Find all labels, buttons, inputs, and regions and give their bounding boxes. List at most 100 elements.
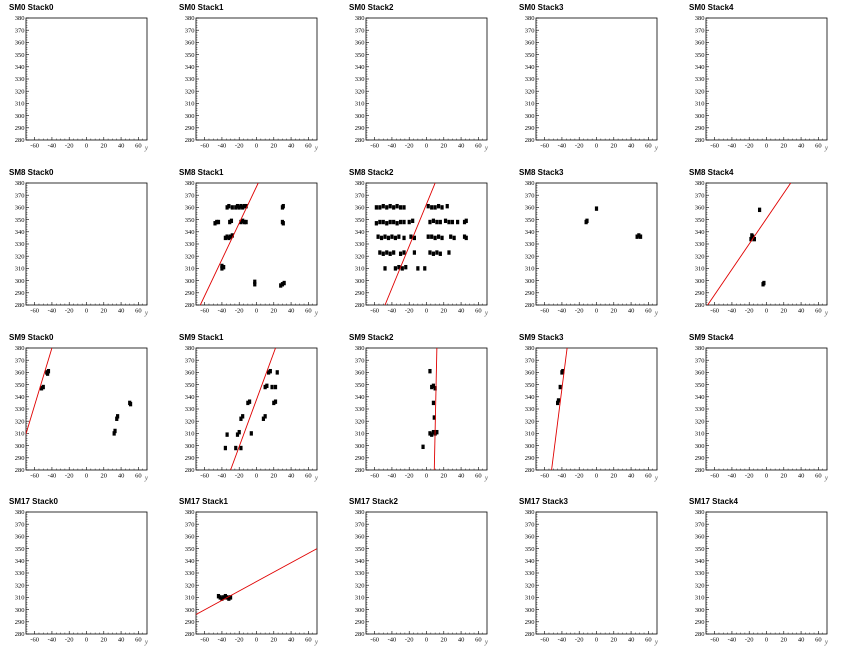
y-tick-label: 300 [15,113,25,120]
y-tick-label: 350 [355,546,365,553]
data-point [242,203,246,209]
x-tick-label: 0 [595,473,598,480]
x-tick-label: 20 [441,637,448,644]
y-tick-label: 320 [15,253,25,260]
data-point [281,203,285,209]
data-point [265,383,269,389]
x-tick-label: -60 [540,473,549,480]
x-axis-label: y [824,144,829,152]
data-point [228,595,233,600]
y-tick-label: 290 [355,455,365,462]
y-tick-label: 300 [185,607,195,614]
y-tick-label: 330 [355,76,365,83]
x-axis-label: y [144,474,149,482]
x-tick-label: 20 [611,637,618,644]
x-tick-label: -40 [388,143,397,150]
data-point [379,235,384,241]
chart-panel: SM9 Stack0 280 290 300 310 320 330 340 350 360 370… [0,330,170,494]
data-point [428,431,432,436]
y-tick-label: 380 [525,15,535,22]
chart-title: SM9 Stack2 [349,333,394,342]
y-tick-label: 360 [185,534,195,541]
x-tick-label: -20 [745,473,754,480]
y-tick-label: 360 [525,534,535,541]
x-tick-label: 20 [101,308,108,315]
x-tick-label: 0 [85,473,88,480]
y-tick-label: 310 [695,266,705,273]
data-point [239,219,243,225]
plot-frame [195,511,318,635]
fit-line [196,548,317,615]
data-point [440,205,444,210]
y-tick-label: 360 [695,534,705,541]
data-point [273,384,278,390]
chart-title: SM17 Stack1 [179,497,228,506]
y-tick-label: 300 [185,113,195,120]
x-tick-label: 40 [798,143,805,150]
x-tick-label: 0 [425,473,428,480]
chart-panel: SM17 Stack2 280 290 300 310 320 330 340 350 360 37… [340,494,510,658]
x-tick-label: 0 [595,308,598,315]
x-tick-label: -40 [48,637,57,644]
y-tick-label: 360 [15,40,25,47]
y-tick-label: 330 [695,241,705,248]
data-point [378,219,382,225]
y-tick-label: 290 [525,619,535,626]
x-tick-label: -20 [745,143,754,150]
data-point [402,235,406,241]
y-tick-label: 370 [695,521,705,528]
data-point [220,263,224,269]
plot-frame [195,17,318,141]
y-tick-label: 380 [355,509,365,516]
chart-panel: SM0 Stack3 280 290 300 310 320 330 340 350 360 370… [510,0,680,164]
data-point [128,401,133,407]
plot-frame [535,182,658,306]
y-tick-label: 280 [525,631,535,638]
data-point [385,221,389,226]
x-tick-label: 40 [288,637,295,644]
y-tick-label: 330 [185,570,195,577]
data-point [227,235,231,241]
y-tick-label: 350 [185,382,195,389]
data-point [431,400,436,406]
x-tick-label: 40 [118,308,125,315]
x-tick-label: 0 [425,637,428,644]
y-tick-label: 330 [695,76,705,83]
data-point [438,219,442,225]
data-point [412,235,416,241]
y-tick-label: 360 [15,205,25,212]
plot-frame [25,182,148,306]
x-tick-label: 0 [255,473,258,480]
x-tick-label: -60 [370,637,379,644]
data-point [398,251,403,256]
plot-frame [365,17,488,141]
y-tick-label: 280 [695,631,705,638]
y-tick-label: 310 [355,101,365,108]
data-point [223,235,227,241]
chart-plot: 280 290 300 310 320 330 340 350 360 370 380 -60 -40 -… [15,180,149,317]
y-tick-label: 310 [15,431,25,438]
data-point [435,219,439,225]
y-tick-label: 360 [355,205,365,212]
y-tick-label: 290 [355,619,365,626]
data-point [407,219,411,225]
y-tick-label: 340 [15,394,25,401]
x-tick-label: 40 [458,143,465,150]
y-tick-label: 300 [185,443,195,450]
x-tick-label: 60 [135,473,142,480]
data-point [268,368,272,374]
data-point [392,250,396,255]
data-point [561,368,565,374]
y-tick-label: 370 [15,192,25,199]
data-point [230,233,234,238]
y-tick-label: 340 [525,394,535,401]
y-tick-label: 360 [185,370,195,377]
y-tick-label: 340 [695,64,705,71]
y-tick-label: 350 [185,217,195,224]
data-point [225,432,229,437]
data-point [440,235,444,241]
data-point [246,400,250,406]
x-tick-label: -40 [48,143,57,150]
data-point [392,205,396,210]
chart-title: SM8 Stack1 [179,168,224,177]
